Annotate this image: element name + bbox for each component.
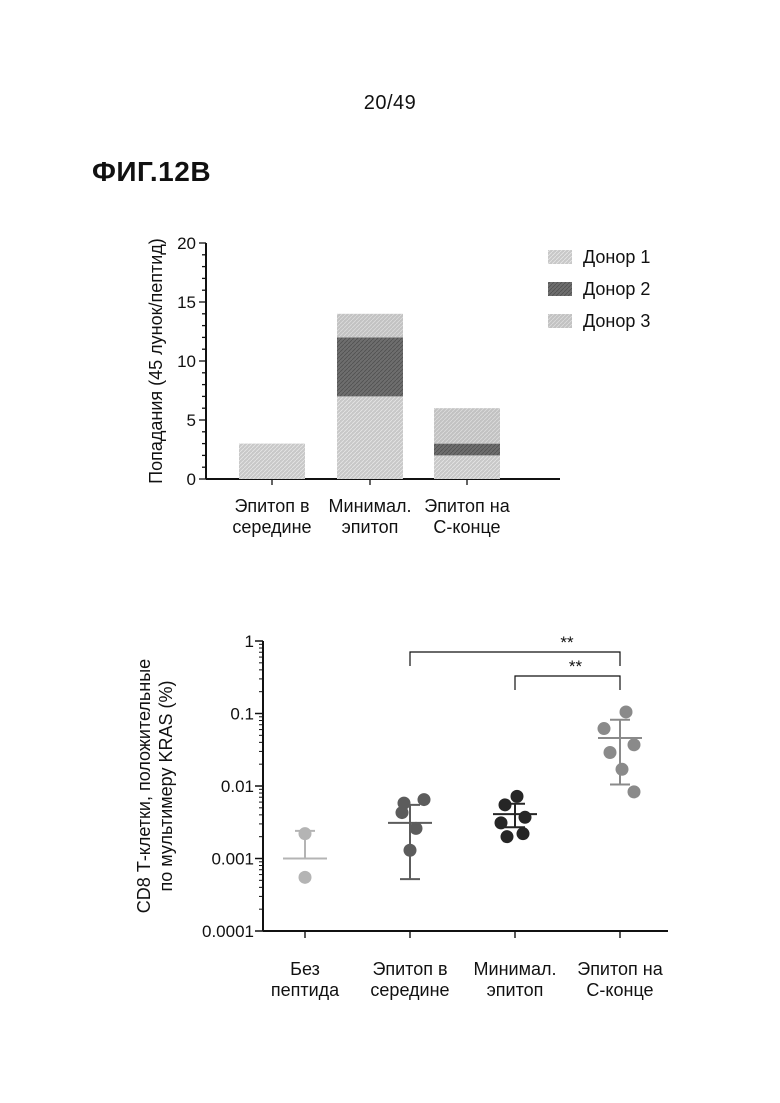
y-tick-label: 0.001 [211, 850, 254, 869]
data-point [628, 785, 641, 798]
data-point [299, 871, 312, 884]
y-tick-label: 0.1 [230, 705, 254, 724]
data-point [604, 746, 617, 759]
data-point [519, 811, 532, 824]
data-point [517, 827, 530, 840]
data-point [418, 793, 431, 806]
y-axis-label: по мультимеру KRAS (%) [156, 681, 176, 892]
y-tick-label: 0.0001 [202, 922, 254, 941]
data-point [598, 722, 611, 735]
x-tick-label: Эпитоп в [372, 959, 447, 979]
significance-bracket [515, 676, 620, 690]
data-point [410, 822, 423, 835]
data-point [499, 798, 512, 811]
x-tick-label: пептида [271, 980, 340, 1000]
significance-label: ** [560, 633, 574, 652]
data-point [616, 763, 629, 776]
data-point [404, 844, 417, 857]
x-tick-label: Эпитоп на [577, 959, 663, 979]
data-point [501, 830, 514, 843]
x-tick-label: середине [370, 980, 449, 1000]
x-tick-label: Минимал. [474, 959, 557, 979]
significance-bracket [410, 652, 620, 666]
x-tick-label: Без [290, 959, 320, 979]
data-point [511, 790, 524, 803]
data-point [495, 816, 508, 829]
y-axis-label: CD8 Т-клетки, положительные [134, 659, 154, 913]
x-tick-label: эпитоп [487, 980, 544, 1000]
data-point [620, 705, 633, 718]
y-tick-label: 1 [245, 632, 254, 651]
data-point [299, 827, 312, 840]
data-point [628, 738, 641, 751]
x-tick-label: С-конце [586, 980, 653, 1000]
significance-label: ** [569, 657, 583, 676]
data-point [396, 806, 409, 819]
y-tick-label: 0.01 [221, 777, 254, 796]
